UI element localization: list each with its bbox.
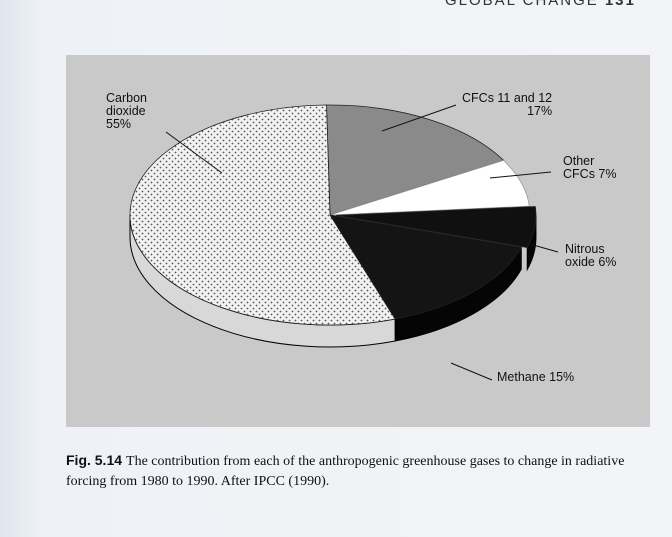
pie-slice-carbon-dioxide [129, 104, 396, 326]
leader-lines [165, 104, 559, 381]
pie-slice-other-cfcs [329, 159, 530, 216]
label-cfcs-11-12: CFCs 11 and 12 17% [462, 91, 553, 118]
leader-cfcs-11-12 [381, 104, 457, 132]
pie-slice-methane [329, 214, 522, 320]
label-carbon-dioxide: Carbon dioxide 55% [106, 91, 147, 131]
figure-number: Fig. 5.14 [66, 452, 123, 468]
leader-methane [450, 362, 493, 381]
leader-other-cfcs [489, 171, 552, 179]
pie-slices [129, 104, 537, 326]
figure-caption: Fig. 5.14 The contribution from each of t… [66, 450, 656, 492]
leader-carbon-dioxide [165, 131, 223, 174]
figure-panel: Carbon dioxide 55% CFCs 11 and 12 17% Ot… [66, 55, 650, 427]
caption-text: The contribution from each of the anthro… [66, 454, 625, 489]
label-other-cfcs: Other CFCs 7% [563, 154, 617, 181]
page-number: 131 [604, 0, 636, 9]
leader-nitrous-oxide [525, 242, 559, 253]
running-head: GLOBAL CHANGE 131 [445, 0, 672, 12]
pie-slice-cfcs-11-12 [326, 104, 505, 216]
label-methane: Methane 15% [497, 370, 575, 384]
label-nitrous-oxide: Nitrous oxide 6% [565, 242, 617, 269]
pie-chart [129, 104, 559, 381]
pie-slice-nitrous-oxide [335, 206, 537, 248]
running-head-title: GLOBAL CHANGE [445, 0, 599, 9]
